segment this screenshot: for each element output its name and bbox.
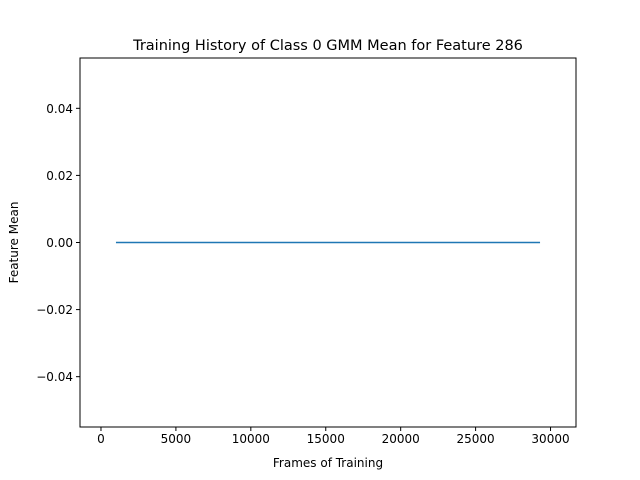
y-tick-label: −0.02 bbox=[36, 303, 73, 317]
x-tick-label: 0 bbox=[97, 432, 105, 446]
x-tick-label: 25000 bbox=[457, 432, 495, 446]
y-tick-label: −0.04 bbox=[36, 370, 73, 384]
y-axis: −0.04 −0.02 0.00 0.02 0.04 bbox=[36, 102, 80, 384]
y-tick-label: 0.04 bbox=[46, 102, 73, 116]
y-axis-label: Feature Mean bbox=[7, 202, 21, 284]
x-tick-label: 15000 bbox=[307, 432, 345, 446]
chart-title: Training History of Class 0 GMM Mean for… bbox=[132, 38, 523, 54]
x-tick-label: 20000 bbox=[382, 432, 420, 446]
x-axis-label: Frames of Training bbox=[273, 456, 383, 470]
x-tick-label: 30000 bbox=[531, 432, 569, 446]
x-axis: 0 5000 10000 15000 20000 25000 30000 bbox=[97, 427, 570, 446]
x-tick-label: 10000 bbox=[232, 432, 270, 446]
y-tick-label: 0.00 bbox=[46, 236, 73, 250]
x-tick-label: 5000 bbox=[161, 432, 192, 446]
y-tick-label: 0.02 bbox=[46, 169, 73, 183]
